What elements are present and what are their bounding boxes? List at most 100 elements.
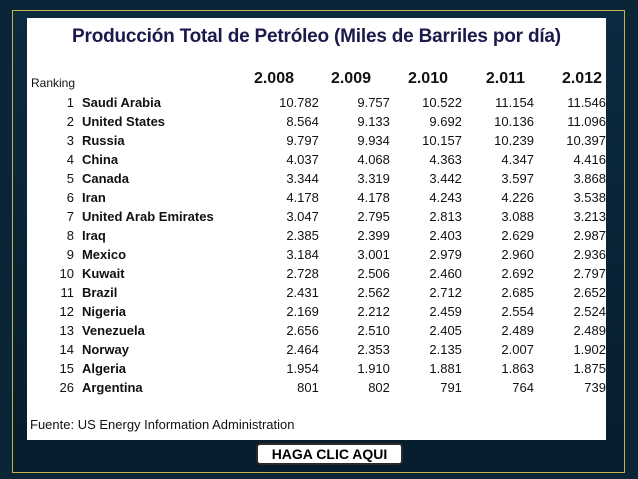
table-panel: Producción Total de Petróleo (Miles de B… [27,18,606,440]
value-cell: 2.795 [357,209,390,224]
value-cell: 10.522 [422,95,462,110]
value-cell: 10.782 [279,95,319,110]
country-cell: Saudi Arabia [81,95,161,110]
value-cell: 2.403 [429,228,462,243]
year-header-2009: 2.009 [330,70,371,87]
value-cell: 3.047 [286,209,319,224]
country-cell: Mexico [81,247,127,262]
value-cell: 2.510 [357,323,390,338]
value-cell: 2.431 [286,285,319,300]
click-here-button[interactable]: HAGA CLIC AQUI [256,443,403,465]
value-cell: 2.007 [501,342,534,357]
rank-cell: 5 [66,171,74,186]
value-cell: 2.685 [501,285,534,300]
value-cell: 2.459 [429,304,462,319]
year-header-2011: 2.011 [485,70,525,87]
table-row: 6 Iran 4.178 4.178 4.243 4.226 3.538 [27,188,606,207]
value-cell: 2.405 [429,323,462,338]
value-cell: 2.464 [286,342,319,357]
country-cell: Brazil [81,285,118,300]
value-cell: 2.524 [573,304,606,319]
value-cell: 2.169 [286,304,319,319]
country-cell: Kuwait [81,266,125,281]
value-cell: 4.068 [357,152,390,167]
table-row: 26 Argentina 801 802 791 764 739 [27,378,607,397]
value-cell: 2.135 [429,342,462,357]
value-cell: 9.692 [429,114,462,129]
value-cell: 1.881 [429,361,462,376]
country-cell: Canada [81,171,129,186]
value-cell: 11.096 [567,114,606,129]
value-cell: 10.157 [422,133,462,148]
value-cell: 10.397 [566,133,606,148]
rank-cell: 2 [66,114,74,129]
value-cell: 9.133 [357,114,390,129]
table-row: 5 Canada 3.344 3.319 3.442 3.597 3.868 [27,169,606,188]
value-cell: 11.154 [495,95,534,110]
table-row: 4 China 4.037 4.068 4.363 4.347 4.416 [27,150,606,169]
value-cell: 9.934 [357,133,390,148]
value-cell: 739 [584,380,606,395]
value-cell: 2.489 [501,323,534,338]
country-cell: Iraq [81,228,106,243]
value-cell: 1.875 [573,361,606,376]
value-cell: 2.813 [429,209,462,224]
value-cell: 2.385 [286,228,319,243]
value-cell: 11.546 [567,95,606,110]
country-cell: Venezuela [81,323,145,338]
table-row: 10 Kuwait 2.728 2.506 2.460 2.692 2.797 [27,264,607,283]
rank-cell: 13 [59,323,74,338]
rank-cell: 12 [59,304,74,319]
value-cell: 4.178 [357,190,390,205]
value-cell: 791 [440,380,462,395]
value-cell: 3.319 [357,171,390,186]
table-row: 11 Brazil 2.431 2.562 2.712 2.685 2.652 [27,283,606,302]
value-cell: 3.088 [501,209,534,224]
year-header-2012: 2.012 [561,70,602,87]
rank-cell: 1 [66,95,74,110]
country-cell: China [81,152,119,167]
value-cell: 2.656 [286,323,319,338]
country-cell: Algeria [81,361,127,376]
country-cell: United States [81,114,166,129]
value-cell: 10.239 [494,133,534,148]
value-cell: 2.652 [573,285,606,300]
value-cell: 2.936 [573,247,606,262]
value-cell: 4.178 [286,190,319,205]
value-cell: 2.629 [501,228,534,243]
table-row: 7 United Arab Emirates 3.047 2.795 2.813 3.08… [27,207,606,226]
value-cell: 3.597 [501,171,534,186]
rank-cell: 15 [59,361,74,376]
value-cell: 9.757 [357,95,390,110]
value-cell: 2.399 [357,228,390,243]
value-cell: 1.910 [357,361,390,376]
table-row: 1 Saudi Arabia 10.782 9.757 10.522 11.154 11.5… [27,93,606,112]
value-cell: 3.442 [429,171,462,186]
value-cell: 4.037 [286,152,319,167]
country-cell: Argentina [81,380,143,395]
rank-cell: 11 [60,285,74,300]
country-cell: Norway [81,342,129,357]
source-note: Fuente: US Energy Information Administra… [30,417,295,432]
value-cell: 8.564 [286,114,319,129]
rank-cell: 6 [66,190,74,205]
value-cell: 3.868 [573,171,606,186]
value-cell: 4.363 [429,152,462,167]
value-cell: 1.954 [286,361,319,376]
value-cell: 3.001 [357,247,390,262]
value-cell: 764 [512,380,534,395]
value-cell: 2.692 [501,266,534,281]
country-cell: Russia [81,133,125,148]
value-cell: 2.728 [286,266,319,281]
rank-cell: 3 [66,133,74,148]
value-cell: 2.460 [429,266,462,281]
table-row: 13 Venezuela 2.656 2.510 2.405 2.489 2.489 [27,321,607,340]
value-cell: 3.184 [286,247,319,262]
value-cell: 4.416 [573,152,606,167]
year-header-2008: 2.008 [253,70,294,87]
rank-cell: 4 [66,152,74,167]
table-title: Producción Total de Petróleo (Miles de B… [72,26,561,47]
value-cell: 2.506 [357,266,390,281]
value-cell: 4.226 [501,190,534,205]
value-cell: 9.797 [286,133,319,148]
